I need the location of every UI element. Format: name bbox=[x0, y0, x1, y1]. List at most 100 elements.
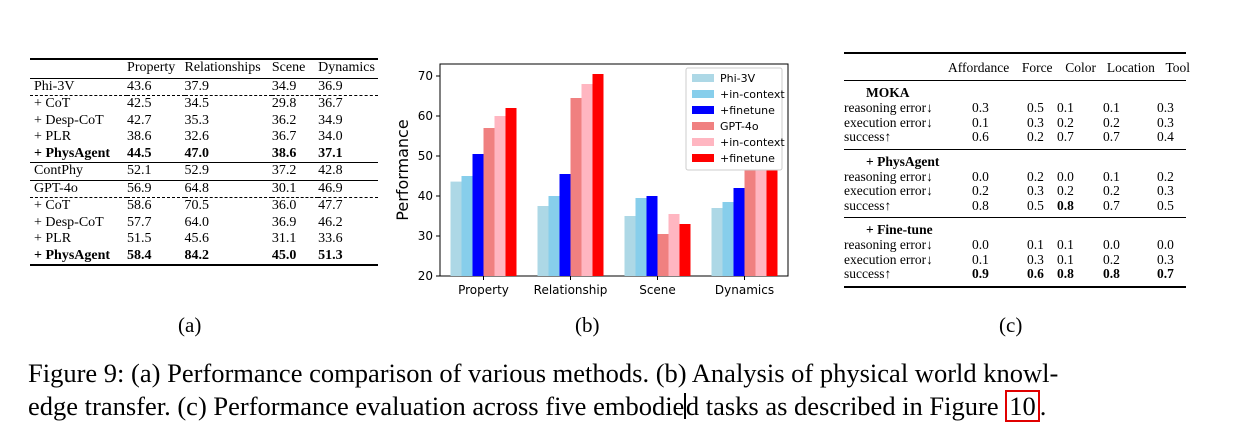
cell: 36.9 bbox=[271, 214, 297, 230]
table-row: execution error↓ 0.1 0.3 0.1 0.2 0.3 bbox=[840, 251, 1190, 268]
table-row: ContPhy 52.1 52.9 37.2 42.8 bbox=[30, 162, 378, 180]
cell: 0.1 bbox=[1057, 237, 1074, 252]
cell: 0.2 bbox=[1103, 251, 1120, 267]
table-c-block-physagent: + PhysAgent reasoning error↓ 0.0 0.2 0.0… bbox=[840, 150, 1190, 218]
cell: 38.6 bbox=[271, 145, 297, 161]
row-name: + PLR bbox=[34, 129, 72, 144]
bar bbox=[657, 234, 669, 276]
cell: 0.0 bbox=[972, 168, 989, 184]
plot-frame bbox=[439, 63, 789, 277]
cell: 70.5 bbox=[184, 197, 272, 215]
cell: 0.1 bbox=[972, 251, 989, 267]
cell: 36.0 bbox=[271, 197, 319, 215]
table-row: + Desp-CoT 57.7 64.0 36.9 46.2 bbox=[30, 215, 378, 232]
table-row: execution error↓ 0.1 0.3 0.2 0.2 0.3 bbox=[840, 114, 1190, 131]
table-row: Phi-3V 43.6 37.9 34.9 36.9 bbox=[30, 77, 378, 96]
cell: 44.5 bbox=[127, 145, 152, 161]
table-row: GPT-4o 56.9 64.8 30.1 46.9 bbox=[30, 179, 378, 198]
bar bbox=[592, 74, 604, 276]
cell: 0.0 bbox=[1157, 237, 1174, 252]
cell: 0.2 bbox=[1103, 183, 1120, 198]
row-name: + PhysAgent bbox=[34, 145, 111, 161]
table-c-rule bbox=[844, 80, 1186, 81]
cell: 0.2 bbox=[1157, 168, 1174, 184]
cell: 0.3 bbox=[1027, 251, 1044, 267]
legend-swatch bbox=[692, 154, 714, 162]
cell: 0.3 bbox=[1157, 183, 1174, 198]
cell: 64.8 bbox=[184, 179, 272, 198]
cell: 42.7 bbox=[127, 112, 152, 128]
cell: 0.9 bbox=[972, 266, 989, 281]
table-a-header bbox=[30, 58, 128, 78]
row-name: + Desp-CoT bbox=[34, 214, 104, 230]
caption-line-2: edge transfer. (c) Performance evaluatio… bbox=[28, 390, 1218, 423]
cell: 43.6 bbox=[127, 77, 185, 96]
row-name: + PLR bbox=[34, 231, 72, 246]
bar bbox=[624, 216, 636, 276]
cell: 0.2 bbox=[1027, 129, 1044, 144]
text-cursor bbox=[684, 393, 686, 419]
cell: 51.5 bbox=[127, 231, 152, 246]
legend-swatch bbox=[692, 138, 714, 146]
table-row: reasoning error↓ 0.0 0.1 0.1 0.0 0.0 bbox=[840, 237, 1190, 253]
y-tick-label: 50 bbox=[418, 149, 433, 163]
cell: 0.3 bbox=[1157, 251, 1174, 267]
table-a-header-row: Property Relationships Scene Dynamics bbox=[30, 58, 378, 78]
table-c-header: Color bbox=[1065, 60, 1097, 75]
row-name: success↑ bbox=[844, 129, 892, 144]
panel-label-c: (c) bbox=[999, 313, 1023, 337]
cell: 58.6 bbox=[127, 197, 185, 215]
cell: 46.9 bbox=[318, 179, 378, 198]
table-row: + PLR 38.6 32.6 36.7 34.0 bbox=[30, 129, 378, 146]
x-tick-label: Relationship bbox=[534, 283, 608, 297]
table-c-bottom-rule bbox=[844, 285, 1186, 288]
row-name: + CoT bbox=[30, 197, 128, 215]
bar bbox=[494, 116, 506, 276]
bar bbox=[559, 174, 571, 276]
cell: 34.0 bbox=[318, 129, 343, 144]
row-name: success↑ bbox=[844, 197, 892, 213]
cell: 0.0 bbox=[1103, 237, 1120, 252]
cell: 56.9 bbox=[127, 179, 185, 198]
row-name: Phi-3V bbox=[30, 77, 128, 96]
legend-swatch bbox=[692, 74, 714, 82]
table-a-header: Dynamics bbox=[318, 58, 378, 78]
bar bbox=[461, 176, 473, 276]
cell: 0.2 bbox=[972, 183, 989, 198]
cell: 0.0 bbox=[1057, 168, 1074, 184]
legend-label: +finetune bbox=[720, 152, 775, 165]
bar bbox=[679, 224, 691, 276]
cell: 0.1 bbox=[1057, 251, 1074, 267]
row-name: reasoning error↓ bbox=[844, 100, 933, 115]
cell: 0.3 bbox=[1157, 114, 1174, 130]
cell: 36.7 bbox=[318, 95, 378, 113]
cell: 0.5 bbox=[1027, 100, 1044, 115]
legend-swatch bbox=[692, 106, 714, 114]
cell: 36.9 bbox=[318, 77, 378, 96]
cell: 0.7 bbox=[1157, 266, 1174, 281]
table-row: success↑ 0.6 0.2 0.7 0.7 0.4 bbox=[840, 129, 1190, 145]
cell: 31.1 bbox=[271, 231, 297, 246]
legend-label: GPT-4o bbox=[720, 120, 759, 133]
legend-label: +in-context bbox=[720, 88, 785, 101]
cell: 29.8 bbox=[271, 95, 319, 113]
bar bbox=[548, 196, 560, 276]
cell: 0.3 bbox=[972, 100, 989, 115]
cell: 57.7 bbox=[127, 214, 152, 230]
row-name: ContPhy bbox=[30, 162, 128, 180]
cell: 0.3 bbox=[1027, 183, 1044, 198]
row-name: reasoning error↓ bbox=[844, 168, 933, 184]
cell: 0.8 bbox=[1057, 266, 1074, 281]
table-row: success↑ 0.8 0.5 0.8 0.7 0.5 bbox=[840, 197, 1190, 214]
figure-reference-link[interactable]: 10 bbox=[1005, 390, 1040, 422]
bar bbox=[722, 202, 734, 276]
cell: 46.2 bbox=[318, 214, 343, 230]
bar bbox=[766, 156, 778, 276]
cell: 34.9 bbox=[318, 112, 343, 128]
panel-label-b: (b) bbox=[575, 313, 600, 337]
bar bbox=[733, 188, 745, 276]
table-c-header-row: Affordance Force Color Location Tool bbox=[840, 54, 1190, 80]
y-tick-label: 60 bbox=[418, 109, 433, 123]
row-name: execution error↓ bbox=[844, 251, 933, 267]
bar bbox=[581, 84, 593, 276]
